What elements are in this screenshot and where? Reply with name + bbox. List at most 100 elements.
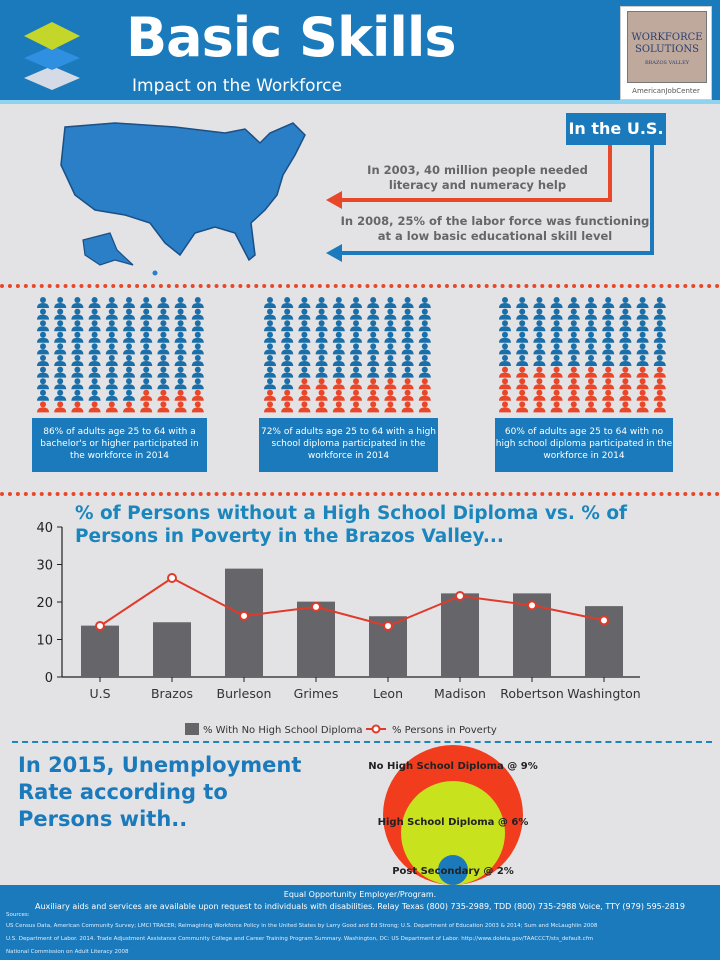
person-icon bbox=[418, 343, 431, 355]
person-icon bbox=[350, 320, 362, 332]
person-body bbox=[298, 395, 311, 401]
person-head bbox=[553, 378, 560, 385]
person-icon bbox=[140, 343, 153, 355]
person-body bbox=[123, 349, 135, 355]
person-icon bbox=[567, 366, 580, 378]
person-head bbox=[177, 366, 184, 373]
people-grid bbox=[264, 297, 431, 413]
person-head bbox=[177, 355, 184, 361]
person-head bbox=[353, 331, 359, 338]
person-icon bbox=[418, 389, 431, 401]
person-body bbox=[191, 372, 204, 378]
y-tick-label: 40 bbox=[36, 521, 53, 536]
person-icon bbox=[157, 389, 170, 401]
person-icon bbox=[619, 320, 632, 332]
person-body bbox=[105, 395, 118, 401]
person-icon bbox=[367, 366, 380, 378]
person-icon bbox=[367, 401, 380, 413]
person-body bbox=[71, 395, 84, 401]
person-icon bbox=[140, 297, 153, 308]
person-head bbox=[284, 401, 291, 408]
person-body bbox=[54, 303, 67, 308]
person-icon bbox=[123, 343, 135, 355]
person-head bbox=[143, 378, 150, 385]
person-icon bbox=[367, 331, 380, 343]
person-icon bbox=[264, 297, 276, 308]
person-icon bbox=[653, 320, 666, 332]
person-icon bbox=[123, 308, 135, 320]
person-body bbox=[71, 384, 84, 390]
person-body bbox=[315, 361, 328, 366]
person-head bbox=[91, 343, 98, 350]
person-head bbox=[519, 366, 526, 373]
person-icon bbox=[191, 355, 204, 366]
person-head bbox=[74, 297, 81, 303]
person-icon bbox=[418, 366, 431, 378]
person-head bbox=[588, 343, 594, 350]
person-icon bbox=[585, 355, 597, 366]
person-body bbox=[499, 395, 511, 401]
person-head bbox=[74, 378, 81, 385]
person-head bbox=[656, 320, 663, 327]
person-body bbox=[191, 395, 204, 401]
person-icon bbox=[619, 331, 632, 343]
person-icon bbox=[550, 297, 563, 308]
person-body bbox=[367, 395, 380, 401]
person-body bbox=[401, 337, 414, 343]
person-icon bbox=[533, 389, 546, 401]
person-head bbox=[40, 389, 46, 396]
person-head bbox=[519, 389, 526, 396]
person-body bbox=[567, 326, 580, 332]
person-head bbox=[588, 389, 594, 396]
person-head bbox=[536, 343, 543, 350]
person-head bbox=[387, 366, 394, 373]
person-body bbox=[585, 361, 597, 366]
person-icon bbox=[602, 401, 615, 413]
person-body bbox=[384, 349, 397, 355]
person-head bbox=[387, 308, 394, 315]
person-body bbox=[350, 337, 362, 343]
person-icon bbox=[516, 355, 529, 366]
person-icon bbox=[298, 320, 311, 332]
person-icon bbox=[499, 331, 511, 343]
person-icon bbox=[105, 343, 118, 355]
person-head bbox=[370, 366, 377, 373]
person-body bbox=[418, 395, 431, 401]
person-body bbox=[281, 372, 294, 378]
person-body bbox=[315, 372, 328, 378]
person-icon bbox=[367, 355, 380, 366]
person-body bbox=[298, 326, 311, 332]
person-body bbox=[140, 372, 153, 378]
person-head bbox=[553, 308, 560, 315]
person-head bbox=[40, 401, 46, 408]
person-head bbox=[588, 331, 594, 338]
y-tick-label: 20 bbox=[36, 596, 53, 611]
person-head bbox=[536, 378, 543, 385]
person-icon bbox=[281, 297, 294, 308]
person-head bbox=[143, 389, 150, 396]
person-head bbox=[160, 389, 167, 396]
person-body bbox=[191, 314, 204, 320]
person-head bbox=[143, 401, 150, 408]
person-body bbox=[264, 337, 276, 343]
person-icon bbox=[123, 320, 135, 332]
person-icon bbox=[37, 308, 49, 320]
person-body bbox=[384, 395, 397, 401]
person-body bbox=[105, 361, 118, 366]
person-icon bbox=[315, 378, 328, 390]
person-head bbox=[421, 308, 428, 315]
person-body bbox=[37, 361, 49, 366]
person-icon bbox=[585, 308, 597, 320]
person-icon bbox=[585, 320, 597, 332]
person-body bbox=[567, 395, 580, 401]
person-head bbox=[656, 378, 663, 385]
person-head bbox=[57, 331, 64, 338]
person-icon bbox=[88, 297, 101, 308]
person-head bbox=[160, 343, 167, 350]
person-icon bbox=[653, 308, 666, 320]
person-body bbox=[37, 395, 49, 401]
person-icon bbox=[418, 320, 431, 332]
person-icon bbox=[384, 320, 397, 332]
person-icon bbox=[653, 401, 666, 413]
person-head bbox=[387, 389, 394, 396]
